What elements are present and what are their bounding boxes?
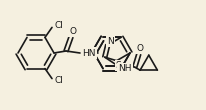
Text: S: S bbox=[116, 61, 122, 70]
Text: Cl: Cl bbox=[55, 76, 63, 85]
Text: N: N bbox=[107, 37, 114, 46]
Text: HN: HN bbox=[82, 49, 96, 58]
Text: Cl: Cl bbox=[55, 21, 63, 30]
Text: O: O bbox=[69, 27, 76, 36]
Text: NH: NH bbox=[118, 64, 131, 73]
Text: O: O bbox=[136, 44, 143, 53]
